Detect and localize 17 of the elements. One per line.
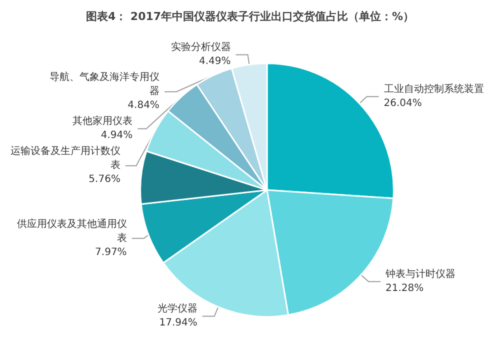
data-label: 4.84% <box>128 100 160 112</box>
slice-label: 光学仪器 <box>157 302 198 315</box>
slice-label: 实验分析仪器 <box>170 41 231 54</box>
chart-title: 图表4： 2017年中国仪器仪表子行业出口交货值占比（单位：%） <box>86 10 414 23</box>
data-label: 4.94% <box>100 130 133 142</box>
data-label: 7.97% <box>95 246 127 258</box>
slice-label: 其他家用仪表 <box>72 115 133 128</box>
data-label: 17.94% <box>159 318 198 329</box>
slice-label: 钟表与计时仪器 <box>384 268 456 280</box>
data-label: 5.76% <box>88 174 120 186</box>
slice-label: 运输设备及生产用计数仪表 <box>10 145 120 172</box>
slice-label: 工业自动控制系统装置 <box>384 83 484 96</box>
data-label: 21.28% <box>386 283 424 294</box>
slice-label: 导航、气象及海洋专用仪器 <box>49 71 160 98</box>
slice-label: 供应用仪表及其他通用仪表 <box>16 218 127 244</box>
data-label: 26.04% <box>384 98 422 110</box>
data-label: 4.49% <box>199 56 231 68</box>
